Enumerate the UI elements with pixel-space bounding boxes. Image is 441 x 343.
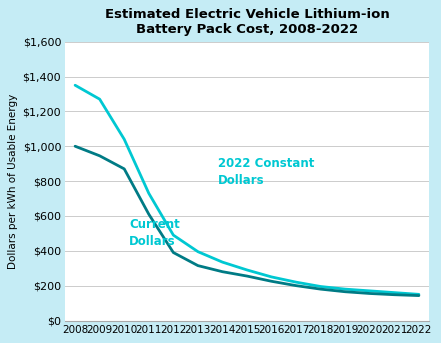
- Text: Current
Dollars: Current Dollars: [129, 218, 180, 248]
- Title: Estimated Electric Vehicle Lithium-ion
Battery Pack Cost, 2008-2022: Estimated Electric Vehicle Lithium-ion B…: [105, 8, 389, 36]
- Text: 2022 Constant
Dollars: 2022 Constant Dollars: [217, 157, 314, 187]
- Y-axis label: Dollars per kWh of Usable Energy: Dollars per kWh of Usable Energy: [8, 93, 19, 269]
